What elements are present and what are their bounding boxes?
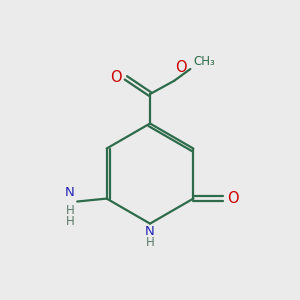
- Text: N: N: [145, 225, 155, 238]
- Text: O: O: [110, 70, 122, 86]
- Text: O: O: [176, 60, 187, 75]
- Text: H: H: [146, 236, 154, 249]
- Text: H: H: [65, 205, 74, 218]
- Text: N: N: [64, 186, 74, 199]
- Text: CH₃: CH₃: [193, 55, 215, 68]
- Text: O: O: [227, 191, 239, 206]
- Text: H: H: [65, 215, 74, 228]
